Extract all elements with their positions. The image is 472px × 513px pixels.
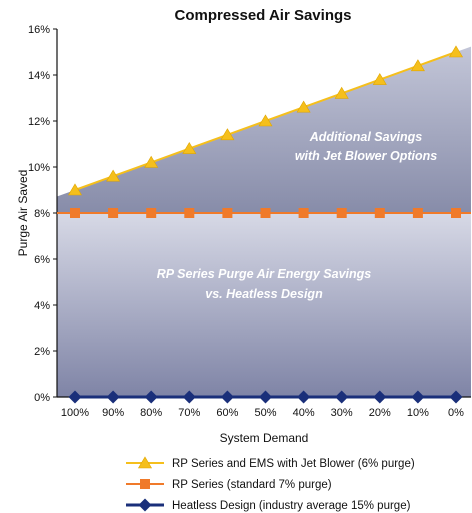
legend-item: Heatless Design (industry average 15% pu… <box>126 498 411 512</box>
data-point <box>334 86 349 99</box>
data-point <box>182 142 197 154</box>
legend: RP Series and EMS with Jet Blower (6% pu… <box>126 456 415 512</box>
data-point <box>258 114 273 127</box>
data-point <box>451 208 461 218</box>
y-tick-label: 6% <box>34 254 50 266</box>
data-point <box>146 208 157 218</box>
legend-marker <box>140 479 150 489</box>
data-point <box>260 208 271 218</box>
data-point <box>106 390 120 404</box>
x-tick-label: 100% <box>61 407 89 419</box>
data-point <box>298 208 309 218</box>
data-point <box>335 390 349 404</box>
annotation-upper-line1: Additional Savings <box>309 130 423 144</box>
data-point <box>182 390 196 404</box>
y-tick-label: 10% <box>28 162 50 174</box>
annotation-lower-line2: vs. Heatless Design <box>205 287 323 301</box>
legend-label: RP Series (standard 7% purge) <box>172 479 332 491</box>
x-tick-label: 50% <box>254 407 276 419</box>
data-point <box>184 208 195 218</box>
legend-label: Heatless Design (industry average 15% pu… <box>172 500 411 512</box>
x-tick-label: 70% <box>178 407 200 419</box>
legend-marker <box>137 456 153 469</box>
data-point <box>372 73 387 85</box>
data-point <box>144 155 159 168</box>
annotation-upper-line2: with Jet Blower Options <box>295 149 437 163</box>
chart-title: Compressed Air Savings <box>174 7 351 24</box>
data-point <box>448 45 464 58</box>
legend-label: RP Series and EMS with Jet Blower (6% pu… <box>172 458 415 470</box>
series-layer <box>57 45 471 404</box>
data-point <box>296 100 311 113</box>
y-tick-label: 8% <box>34 208 50 220</box>
x-tick-label: 80% <box>140 407 162 419</box>
x-tick-label: 30% <box>331 407 353 419</box>
data-point <box>449 390 463 404</box>
series-square <box>57 208 471 218</box>
annotations: Additional Savings with Jet Blower Optio… <box>157 130 437 301</box>
series-triangle <box>67 45 464 196</box>
data-point <box>412 208 423 218</box>
x-tick-label: 0% <box>448 407 464 419</box>
data-point <box>220 128 235 141</box>
data-point <box>410 59 425 72</box>
legend-item: RP Series and EMS with Jet Blower (6% pu… <box>126 456 415 470</box>
data-point <box>144 390 158 404</box>
data-point <box>108 208 119 218</box>
x-tick-label: 90% <box>102 407 124 419</box>
x-tick-label: 20% <box>369 407 391 419</box>
data-point <box>411 390 425 404</box>
series-diamond <box>68 390 463 404</box>
legend-item: RP Series (standard 7% purge) <box>126 479 332 491</box>
y-tick-label: 2% <box>34 346 50 358</box>
y-tick-label: 12% <box>28 116 50 128</box>
y-axis-label: Purge Air Saved <box>16 170 30 257</box>
data-point <box>374 208 385 218</box>
data-point <box>259 390 272 404</box>
data-point <box>220 390 234 404</box>
additional-savings-area <box>57 46 471 214</box>
y-tick-label: 4% <box>34 300 50 312</box>
x-tick-label: 40% <box>293 407 315 419</box>
data-point <box>70 208 80 218</box>
y-tick-label: 14% <box>28 70 50 82</box>
data-point <box>67 183 83 196</box>
data-point <box>106 169 121 182</box>
y-tick-label: 16% <box>28 24 50 36</box>
data-point <box>297 390 311 404</box>
data-point <box>373 390 387 404</box>
annotation-lower-line1: RP Series Purge Air Energy Savings <box>157 267 371 281</box>
x-tick-label: 60% <box>216 407 238 419</box>
x-axis-label: System Demand <box>220 431 309 445</box>
y-axis: 0% 2% 4% 6% 8% 10% 12% 14% 16% <box>28 24 58 404</box>
data-point <box>68 390 82 404</box>
purge-savings-area <box>57 213 471 397</box>
legend-marker <box>138 498 152 512</box>
y-tick-label: 0% <box>34 392 50 404</box>
x-tick-label: 10% <box>407 407 429 419</box>
data-point <box>222 208 233 218</box>
data-point <box>336 208 347 218</box>
